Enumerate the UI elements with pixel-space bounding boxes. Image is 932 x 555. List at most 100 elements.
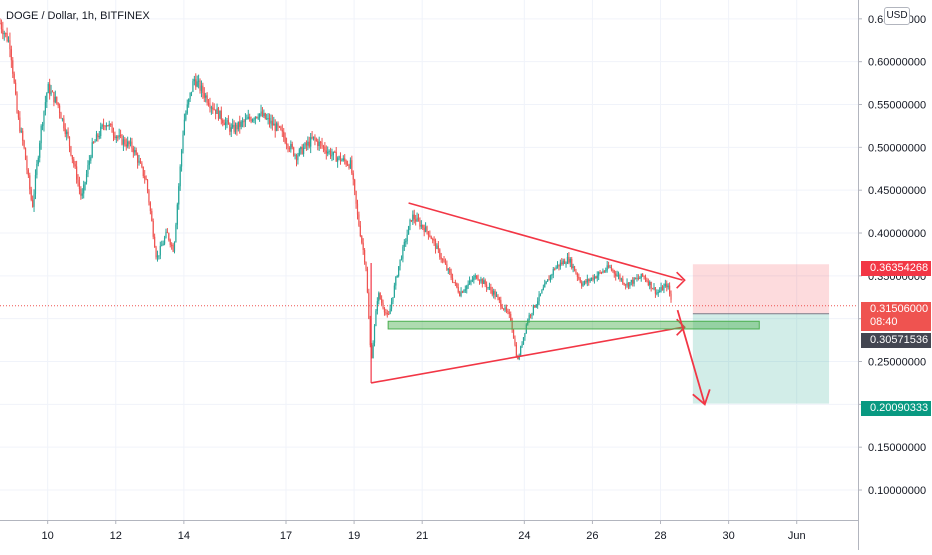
candle-body — [87, 165, 89, 174]
candle — [497, 294, 499, 301]
candle — [200, 80, 203, 98]
candle — [654, 287, 657, 298]
candle-body — [219, 110, 221, 119]
candle-body — [300, 146, 302, 150]
candle — [210, 105, 212, 115]
candle — [112, 127, 115, 142]
candle-body — [339, 156, 342, 162]
candle — [444, 258, 447, 265]
candle — [669, 282, 671, 297]
candle-body — [3, 33, 5, 35]
candle-body — [185, 113, 187, 120]
candle-body — [149, 202, 151, 212]
candle — [60, 111, 62, 119]
candle-body — [422, 224, 424, 228]
candle-body — [148, 190, 150, 203]
candle-body — [551, 274, 553, 276]
candle-body — [617, 275, 620, 277]
candle-body — [273, 123, 275, 126]
candle-body — [117, 136, 119, 138]
candle — [378, 291, 380, 305]
candle-body — [528, 315, 530, 321]
candle-body — [332, 151, 334, 155]
candle — [234, 122, 237, 135]
candle-body — [646, 279, 648, 282]
candle — [39, 140, 41, 163]
candle-body — [67, 131, 69, 137]
candle-body — [284, 137, 286, 144]
candle — [592, 274, 594, 282]
currency-button[interactable]: USD — [884, 7, 910, 25]
support-zone — [387, 320, 760, 330]
candle-body — [137, 154, 139, 163]
candle — [409, 218, 411, 231]
candle-body — [327, 151, 329, 154]
x-tick-label: 26 — [586, 530, 598, 542]
upper-arrowhead — [676, 271, 686, 289]
candle — [127, 136, 129, 149]
candle-body — [246, 118, 248, 120]
candle — [659, 287, 661, 293]
candle — [356, 199, 359, 220]
candle — [389, 304, 391, 315]
candle — [185, 110, 187, 122]
candle-body — [531, 313, 533, 316]
candle-body — [206, 95, 208, 103]
candle — [581, 280, 583, 289]
candle-body — [420, 224, 422, 227]
candle-body — [345, 161, 347, 165]
candle-body — [619, 275, 621, 280]
candle — [94, 139, 96, 143]
candle-body — [196, 81, 198, 87]
candle — [542, 284, 544, 291]
symbol-title: DOGE / Dollar, 1h, BITFINEX — [6, 10, 150, 22]
candle — [73, 156, 75, 168]
candle — [613, 269, 615, 278]
candle — [402, 244, 404, 263]
candle-body — [241, 121, 244, 123]
candle — [468, 276, 471, 285]
candle — [539, 293, 542, 297]
candle — [209, 97, 211, 113]
candle — [334, 150, 336, 153]
candle — [207, 99, 210, 107]
y-tick-label: 0.60000000 — [868, 57, 926, 69]
candle — [361, 235, 363, 245]
candle-body — [183, 119, 186, 135]
candle-body — [268, 118, 271, 124]
y-tick-label: 0.40000000 — [868, 228, 926, 240]
candle — [104, 125, 106, 131]
candle-body — [301, 146, 303, 154]
candle — [656, 289, 658, 296]
candle-body — [111, 124, 113, 133]
candle-body — [405, 241, 407, 243]
candle-body — [487, 287, 489, 289]
candle — [366, 266, 369, 294]
candle — [53, 91, 55, 107]
candle — [527, 318, 529, 326]
candle-body — [213, 109, 215, 111]
candle-body — [403, 241, 405, 247]
candle-body — [650, 281, 652, 289]
candle — [545, 280, 547, 285]
candle-body — [308, 141, 310, 147]
candle — [5, 32, 7, 38]
candle — [507, 308, 509, 315]
candle — [608, 261, 610, 269]
candle — [644, 274, 647, 283]
candle-body — [239, 121, 241, 127]
candle-body — [223, 122, 225, 126]
candle-body — [233, 124, 235, 132]
candle-body — [139, 160, 142, 164]
candle — [617, 271, 620, 280]
candle — [281, 124, 283, 138]
candle — [386, 309, 388, 318]
candle-body — [348, 165, 350, 168]
candle — [270, 114, 272, 129]
candle-body — [291, 143, 293, 148]
candle — [610, 264, 613, 272]
candle — [546, 279, 549, 282]
candle — [382, 299, 384, 310]
